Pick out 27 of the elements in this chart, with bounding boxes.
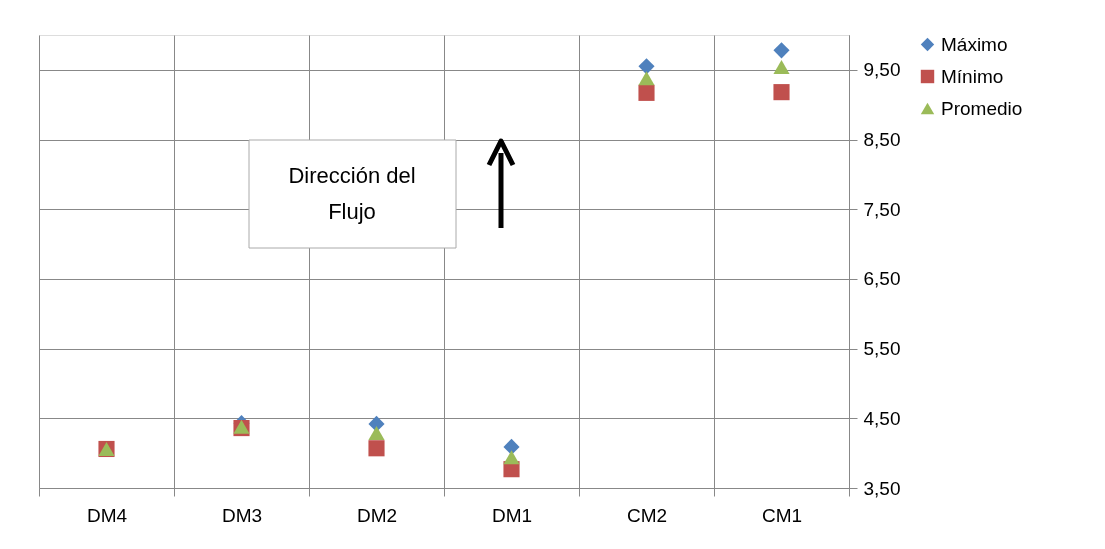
point — [773, 60, 790, 75]
point — [773, 42, 790, 59]
legend-label: Promedio — [941, 97, 1023, 119]
y-tick-label: 9,50 — [863, 59, 901, 81]
point — [638, 58, 655, 75]
point — [368, 440, 385, 457]
annotation: Dirección del Flujo — [288, 163, 416, 224]
x-tick-label: CM2 — [626, 504, 668, 526]
x-tick-label: DM2 — [356, 504, 398, 526]
legend-label: Máximo — [941, 33, 1008, 55]
x-tick-label: DM4 — [86, 504, 128, 526]
point — [368, 425, 385, 440]
point — [638, 71, 655, 86]
x-tick-label: DM1 — [491, 504, 533, 526]
y-tick-label: 4,50 — [863, 407, 901, 429]
point — [638, 84, 655, 101]
y-tick-label: 8,50 — [863, 129, 901, 151]
y-tick-label: 7,50 — [863, 198, 901, 220]
x-tick-label: DM3 — [221, 504, 263, 526]
y-tick-label: 6,50 — [863, 268, 901, 290]
y-tick-label: 3,50 — [863, 477, 901, 499]
point — [503, 438, 520, 455]
point — [503, 450, 520, 465]
x-tick-label: CM1 — [761, 504, 803, 526]
legend-label: Mínimo — [941, 65, 1004, 87]
point — [773, 84, 790, 101]
y-tick-label: 5,50 — [863, 338, 901, 360]
